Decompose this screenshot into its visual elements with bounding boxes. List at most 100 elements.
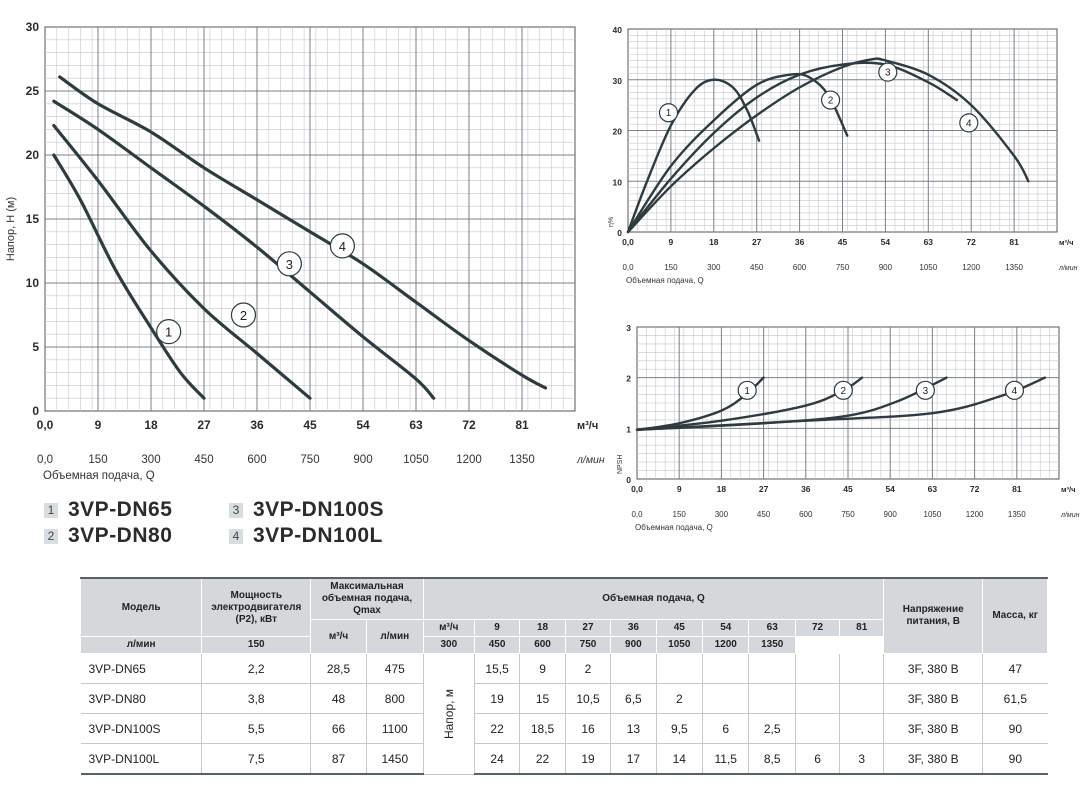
y-tick-label: 25 xyxy=(26,84,40,98)
legend-item-1: 1 3VP-DN65 xyxy=(44,498,229,522)
header-flow-lmin: 450 xyxy=(473,636,521,654)
x-tick-label: 0,0 xyxy=(37,418,54,432)
cell-qmax-m3h: 66 xyxy=(310,713,367,744)
x-tick-label: 72 xyxy=(462,418,476,432)
header-qmax-lmin: л/мин xyxy=(365,619,424,654)
x-tick-label: 27 xyxy=(759,484,769,494)
y-tick-label: 15 xyxy=(26,212,40,226)
series-marker-label: 4 xyxy=(339,239,346,254)
header-qmax-m3h: м³/ч xyxy=(310,619,367,654)
x-tick-label: 63 xyxy=(409,418,423,432)
header-flow-m3h: 45 xyxy=(655,619,704,637)
cell-head xyxy=(702,683,749,714)
cell-head: 6 xyxy=(702,713,749,744)
y-tick-label: 10 xyxy=(613,177,623,187)
x-tick-label: 18 xyxy=(717,484,727,494)
x2-tick-label: 1050 xyxy=(403,454,429,466)
cell-head: 2 xyxy=(564,653,611,684)
series-marker-label: 1 xyxy=(666,108,672,119)
y-tick-label: 20 xyxy=(613,127,623,137)
series-marker-3 xyxy=(915,380,935,400)
x-tick-label: 0,0 xyxy=(631,484,643,494)
x2-tick-label: 1050 xyxy=(919,263,937,272)
table-row: 3VP-DN100S 5,5 66 1100 22 18,5 16 13 9,5 6 2,5 3F, … xyxy=(80,713,1048,744)
x-tick-label: 18 xyxy=(144,418,158,432)
cell-head: 19 xyxy=(564,743,611,775)
y-tick-label: 0 xyxy=(617,228,622,238)
x-unit-label: м³/ч xyxy=(1061,485,1075,494)
y-axis-title: Напор, H (м) xyxy=(5,197,17,261)
header-flow-m3h: 81 xyxy=(839,619,885,637)
header-flow-lmin: 1350 xyxy=(748,636,796,654)
series-marker-3 xyxy=(276,251,302,277)
cell-voltage: 3F, 380 В xyxy=(883,713,983,744)
cell-model: 3VP-DN80 xyxy=(80,683,202,714)
series-marker-1 xyxy=(737,380,757,400)
legend-item-2: 2 3VP-DN80 xyxy=(44,524,229,548)
cell-head: 16 xyxy=(564,713,611,744)
header-power: Мощность электродвигателя (P2), кВт xyxy=(201,577,312,637)
cell-head-label: Напор, м xyxy=(422,653,475,775)
y-tick-label: 30 xyxy=(613,76,623,86)
cell-voltage: 3F, 380 В xyxy=(883,653,983,684)
series-marker-label: 1 xyxy=(165,325,172,340)
series-marker-2 xyxy=(820,90,841,110)
cell-head: 2 xyxy=(655,683,703,714)
series-marker-1 xyxy=(658,103,679,123)
x2-tick-label: 750 xyxy=(841,510,855,519)
header-flow-m3h: 36 xyxy=(610,619,657,637)
cell-qmax-lmin: 1450 xyxy=(365,743,424,775)
x-axis-title: Объемная подача, Q xyxy=(635,523,713,532)
x2-tick-label: 600 xyxy=(247,454,266,466)
cell-head: 15 xyxy=(519,683,566,714)
x-tick-label: 36 xyxy=(795,237,805,247)
x-tick-label: 81 xyxy=(1012,484,1022,494)
x2-tick-label: 450 xyxy=(757,510,771,519)
cell-head xyxy=(748,653,796,684)
x-unit-label: м³/ч xyxy=(1059,238,1073,247)
cell-qmax-m3h: 28,5 xyxy=(310,653,367,684)
y-tick-label: 30 xyxy=(26,20,40,34)
cell-head xyxy=(839,713,884,744)
x-tick-label: 54 xyxy=(356,418,370,432)
header-unit-lmin: л/мин xyxy=(79,636,203,654)
x-tick-label: 36 xyxy=(801,484,811,494)
cell-mass: 90 xyxy=(982,713,1048,744)
x2-tick-label: 1050 xyxy=(924,510,942,519)
header-flow: Объемная подача, Q xyxy=(422,577,885,620)
x2-tick-label: 450 xyxy=(750,263,764,272)
x2-tick-label: 600 xyxy=(799,510,813,519)
series-line-3 xyxy=(626,61,959,234)
cell-mass: 90 xyxy=(982,743,1048,775)
x2-tick-label: 1350 xyxy=(1005,263,1023,272)
x-tick-label: 36 xyxy=(250,418,264,432)
legend-label: 3VP-DN100S xyxy=(253,498,385,521)
series-line-4 xyxy=(58,75,548,390)
legend: 1 3VP-DN65 3 3VP-DN100S 2 3VP-DN80 4 3VP… xyxy=(44,498,429,548)
spec-table: Модель Мощность электродвигателя (P2), к… xyxy=(79,577,1048,775)
y-tick-label: 10 xyxy=(26,276,40,290)
series-line-1 xyxy=(626,78,761,234)
cell-head: 9 xyxy=(519,653,566,684)
chart-3: 0,0 9 18 27 36 45 54 63 72 81 м³/ч 0,0 150 300 450 600 7… xyxy=(617,323,1080,532)
cell-head xyxy=(610,653,657,684)
cell-power: 5,5 xyxy=(201,713,311,744)
legend-label: 3VP-DN100L xyxy=(253,524,383,547)
series-marker-label: 2 xyxy=(828,96,834,107)
table-row: 3VP-DN65 2,2 28,5 475 Напор, м 15,5 9 2 3F, 380 … xyxy=(80,653,1048,775)
x-tick-label: 9 xyxy=(95,418,102,432)
header-flow-lmin: 1050 xyxy=(655,636,704,654)
y-tick-label: 20 xyxy=(26,148,40,162)
cell-power: 3,8 xyxy=(201,683,311,714)
cell-head xyxy=(794,683,840,714)
header-mass: Масса, кг xyxy=(982,577,1048,654)
x2-tick-label: 300 xyxy=(715,510,729,519)
y-tick-label: 1 xyxy=(626,424,631,434)
y-axis-title: NPSH xyxy=(617,455,624,474)
x2-tick-label: 450 xyxy=(194,454,213,466)
cell-voltage: 3F, 380 В xyxy=(883,683,983,714)
cell-head xyxy=(748,683,796,714)
x2-tick-label: 300 xyxy=(707,263,721,272)
x-tick-label: 27 xyxy=(752,237,762,247)
